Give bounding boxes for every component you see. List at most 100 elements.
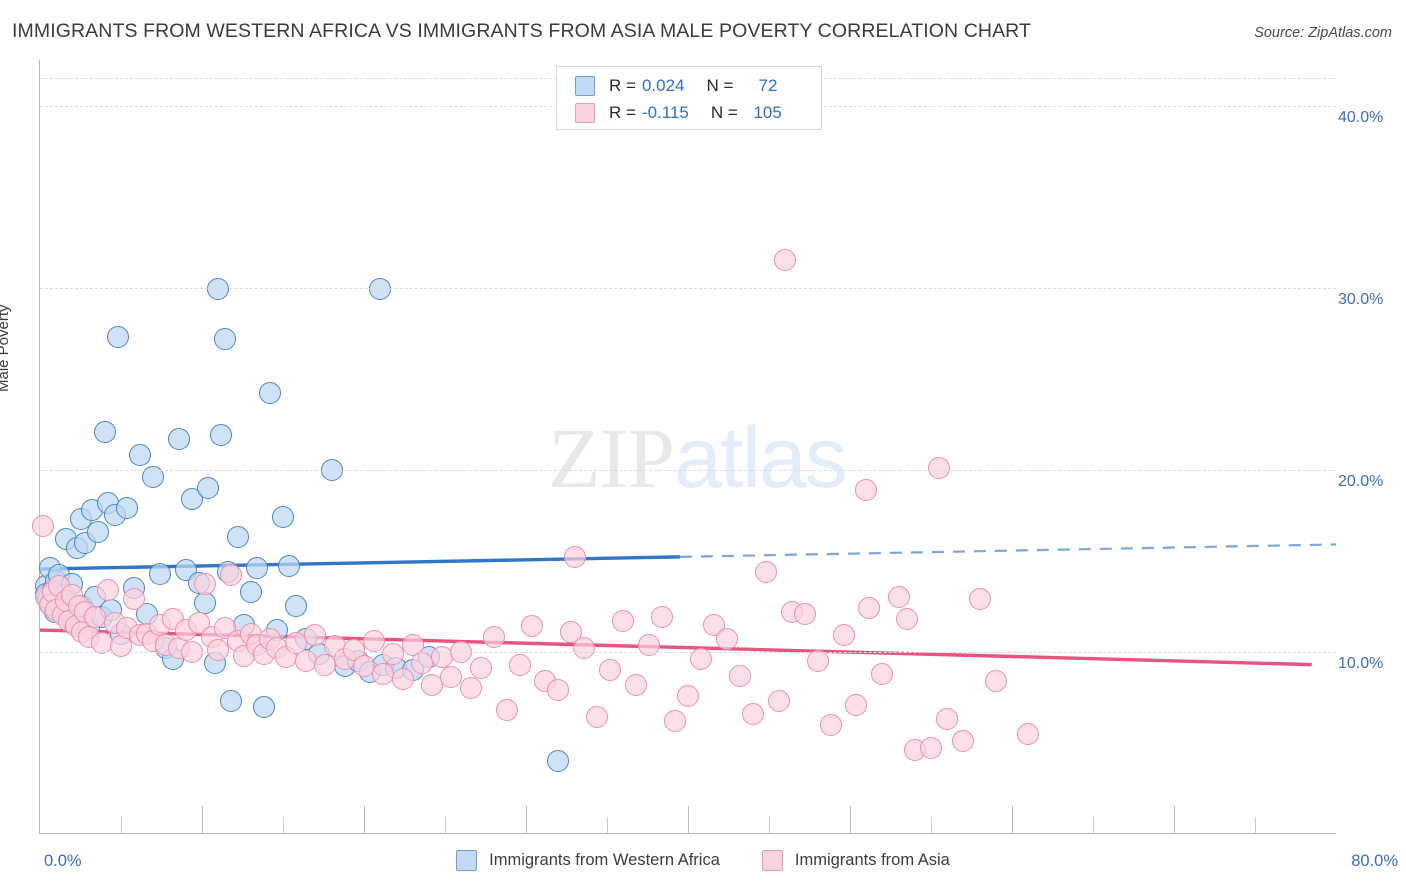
scatter-point-asia[interactable] [411, 651, 434, 674]
scatter-point-asia[interactable] [563, 546, 586, 569]
scatter-point-asia[interactable] [741, 702, 764, 725]
scatter-point-asia[interactable] [469, 657, 492, 680]
scatter-point-asia[interactable] [459, 677, 482, 700]
legend-item-western-africa[interactable]: Immigrants from Western Africa [456, 850, 720, 871]
scatter-point-asia[interactable] [220, 564, 243, 587]
scatter-point-asia[interactable] [871, 662, 894, 685]
scatter-point-western-africa[interactable] [272, 506, 294, 529]
y-tick-label: 20.0% [1338, 472, 1384, 490]
legend-item-asia[interactable]: Immigrants from Asia [761, 850, 950, 871]
scatter-point-asia[interactable] [728, 664, 751, 687]
scatter-point-western-africa[interactable] [226, 526, 249, 549]
scatter-point-asia[interactable] [382, 642, 405, 665]
scatter-point-western-africa[interactable] [194, 591, 217, 614]
scatter-point-asia[interactable] [928, 456, 951, 479]
scatter-point-asia[interactable] [122, 588, 145, 611]
r-label-1: R = [609, 76, 636, 95]
scatter-point-asia[interactable] [968, 588, 991, 611]
scatter-point-asia[interactable] [391, 668, 414, 691]
scatter-point-asia[interactable] [560, 620, 583, 643]
y-tick-label: 40.0% [1338, 108, 1384, 126]
stats-row-western-africa: R = 0.024 N = 72 [575, 73, 777, 99]
scatter-point-asia[interactable] [599, 659, 622, 682]
x-tick-label-min: 0.0% [44, 852, 82, 870]
scatter-point-asia[interactable] [547, 679, 570, 702]
scatter-point-western-africa[interactable] [106, 325, 129, 348]
scatter-point-western-africa[interactable] [369, 278, 392, 301]
scatter-point-western-africa[interactable] [213, 327, 236, 350]
scatter-point-western-africa[interactable] [207, 278, 230, 301]
scatter-point-asia[interactable] [832, 624, 855, 647]
scatter-point-asia[interactable] [920, 737, 942, 760]
scatter-point-asia[interactable] [858, 597, 881, 620]
scatter-point-western-africa[interactable] [168, 427, 191, 450]
scatter-point-asia[interactable] [440, 666, 463, 689]
scatter-point-asia[interactable] [372, 662, 395, 685]
scatter-point-western-africa[interactable] [284, 595, 307, 618]
scatter-point-western-africa[interactable] [87, 520, 110, 543]
scatter-point-asia[interactable] [819, 713, 842, 736]
scatter-point-asia[interactable] [895, 608, 918, 631]
scatter-point-asia[interactable] [294, 649, 317, 672]
scatter-point-asia[interactable] [508, 653, 531, 676]
scatter-point-western-africa[interactable] [278, 555, 301, 578]
scatter-point-asia[interactable] [774, 249, 797, 272]
scatter-point-asia[interactable] [664, 710, 687, 733]
scatter-point-asia[interactable] [651, 606, 674, 629]
scatter-point-western-africa[interactable] [129, 444, 152, 467]
scatter-point-asia[interactable] [806, 649, 829, 672]
scatter-point-asia[interactable] [767, 690, 790, 713]
scatter-point-asia[interactable] [207, 639, 230, 662]
scatter-point-asia[interactable] [638, 633, 661, 656]
scatter-point-western-africa[interactable] [246, 557, 269, 580]
scatter-point-asia[interactable] [304, 624, 327, 647]
scatter-point-asia[interactable] [362, 629, 385, 652]
scatter-point-western-africa[interactable] [93, 420, 116, 443]
n-value-1: 72 [758, 76, 778, 95]
scatter-point-asia[interactable] [586, 706, 609, 729]
scatter-point-asia[interactable] [689, 648, 712, 671]
n-value-2: 105 [753, 103, 782, 122]
scatter-point-asia[interactable] [625, 673, 648, 696]
scatter-point-western-africa[interactable] [197, 476, 220, 499]
n-label-1: N = [706, 76, 734, 95]
scatter-point-asia[interactable] [194, 573, 217, 596]
scatter-point-asia[interactable] [495, 699, 518, 722]
x-axis-tick [1012, 806, 1013, 833]
scatter-point-asia[interactable] [793, 602, 816, 625]
scatter-point-western-africa[interactable] [239, 580, 262, 603]
scatter-point-asia[interactable] [984, 670, 1007, 693]
scatter-point-asia[interactable] [715, 628, 738, 651]
y-axis-line [39, 60, 40, 834]
scatter-point-western-africa[interactable] [210, 424, 233, 447]
stats-row-asia: R = -0.115 N = 105 [575, 100, 782, 126]
scatter-point-western-africa[interactable] [252, 695, 275, 718]
scatter-point-western-africa[interactable] [259, 382, 282, 405]
scatter-point-western-africa[interactable] [547, 750, 570, 773]
swatch-western-africa-icon [575, 76, 595, 96]
y-tick-label: 30.0% [1338, 290, 1384, 308]
scatter-point-asia[interactable] [1017, 722, 1040, 745]
scatter-point-asia[interactable] [845, 693, 868, 716]
gridline [40, 469, 1336, 471]
scatter-point-western-africa[interactable] [116, 497, 139, 519]
scatter-point-asia[interactable] [32, 515, 55, 538]
scatter-point-asia[interactable] [677, 684, 699, 707]
x-axis-tick [607, 817, 608, 833]
scatter-point-asia[interactable] [855, 478, 878, 501]
scatter-point-asia[interactable] [521, 615, 544, 638]
scatter-point-western-africa[interactable] [142, 466, 165, 489]
scatter-point-asia[interactable] [482, 626, 505, 649]
scatter-point-western-africa[interactable] [220, 690, 243, 713]
scatter-point-asia[interactable] [612, 609, 635, 632]
scatter-point-asia[interactable] [952, 730, 975, 753]
scatter-point-asia[interactable] [887, 586, 910, 609]
plot-area [32, 60, 1337, 834]
scatter-point-asia[interactable] [573, 637, 596, 660]
r-value-2: -0.115 [641, 103, 689, 122]
scatter-point-asia[interactable] [936, 708, 959, 731]
scatter-point-western-africa[interactable] [148, 562, 171, 585]
scatter-point-asia[interactable] [754, 560, 777, 583]
scatter-point-asia[interactable] [97, 578, 120, 601]
